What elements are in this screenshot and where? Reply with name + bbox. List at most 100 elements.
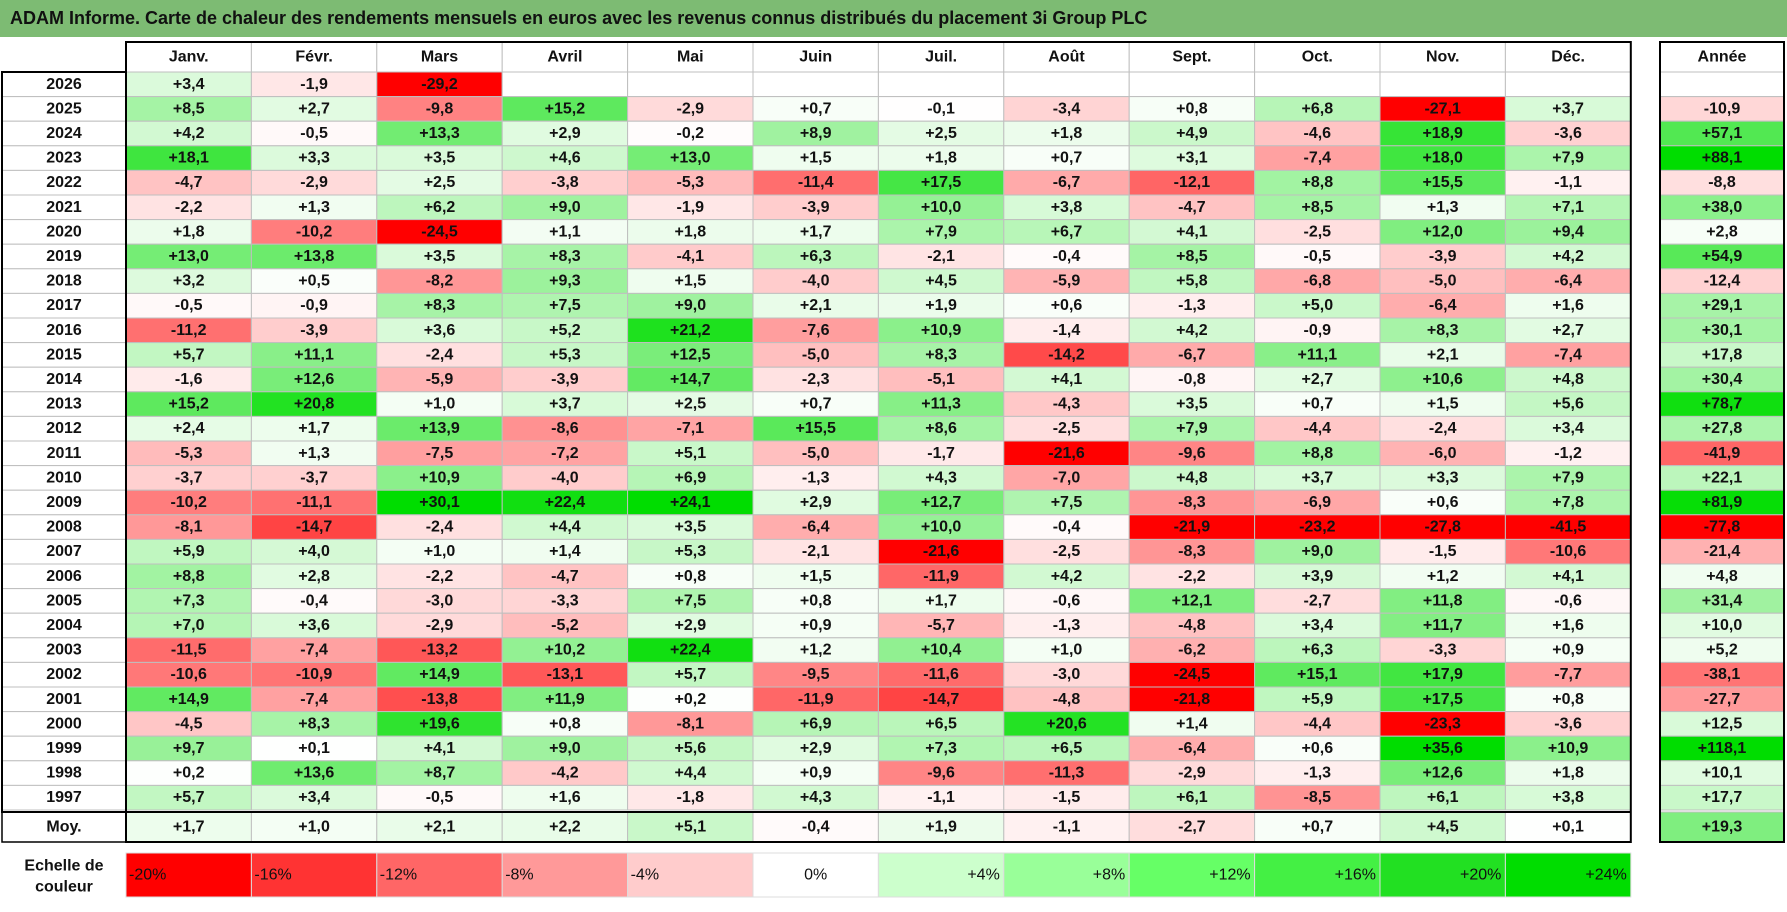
heatmap-cell-value: +1,7 bbox=[800, 223, 832, 240]
heatmap-cell-value: +2,5 bbox=[424, 174, 456, 191]
month-header-label: Oct. bbox=[1302, 49, 1333, 66]
heatmap-cell bbox=[752, 784, 879, 811]
heatmap-cell bbox=[125, 711, 252, 737]
heatmap-cell bbox=[376, 71, 503, 98]
heatmap-cell bbox=[376, 465, 503, 491]
heatmap-cell-value: +5,6 bbox=[1552, 396, 1584, 413]
heatmap-cell-value: +3,7 bbox=[1302, 469, 1334, 486]
heatmap-cell-value: +6,2 bbox=[424, 199, 456, 216]
heatmap-cell-value: +4,8 bbox=[1552, 371, 1584, 388]
heatmap-cell bbox=[501, 415, 629, 442]
heatmap-cell-value: -2,5 bbox=[1053, 420, 1081, 437]
heatmap-cell-value: +7,5 bbox=[1051, 494, 1083, 511]
heatmap-cell-value: +3,4 bbox=[1552, 420, 1584, 437]
heatmap-cell bbox=[1128, 342, 1256, 368]
heatmap-cell bbox=[877, 711, 1005, 737]
heatmap-cell-value: -7,4 bbox=[300, 642, 328, 659]
heatmap-cell-value: +8,3 bbox=[424, 297, 456, 314]
year-cell bbox=[1, 145, 127, 171]
heatmap-cell bbox=[1003, 96, 1130, 122]
heatmap-cell-value: +4,1 bbox=[1552, 568, 1584, 585]
heatmap-cell bbox=[1003, 268, 1130, 294]
heatmap-cell-value: +2,1 bbox=[1427, 346, 1459, 363]
heatmap-cell-value: -41,5 bbox=[1550, 519, 1587, 536]
heatmap-cell bbox=[376, 120, 503, 147]
heatmap-cell-value: +1,6 bbox=[1552, 617, 1584, 634]
heatmap-cell-value: +4,0 bbox=[298, 543, 330, 560]
heatmap-cell-value: +1,9 bbox=[925, 297, 957, 314]
average-cell bbox=[125, 811, 252, 843]
heatmap-cell-value: +9,3 bbox=[549, 273, 581, 290]
heatmap-cell bbox=[250, 268, 378, 294]
heatmap-cell-value: +30,1 bbox=[419, 494, 460, 511]
heatmap-cell bbox=[1003, 588, 1130, 614]
year-label: 2024 bbox=[46, 125, 82, 142]
year-label: 2001 bbox=[46, 691, 82, 708]
heatmap-cell bbox=[501, 391, 629, 417]
heatmap-cell bbox=[877, 219, 1005, 245]
heatmap-cell bbox=[125, 120, 252, 147]
heatmap-cell-value: +13,3 bbox=[419, 125, 460, 142]
heatmap-cell bbox=[250, 440, 378, 467]
heatmap-cell-value: -8,3 bbox=[1178, 494, 1206, 511]
heatmap-cell bbox=[1254, 588, 1381, 614]
month-header-label: Nov. bbox=[1426, 49, 1459, 66]
heatmap-cell bbox=[1128, 71, 1256, 98]
heatmap-cell bbox=[1003, 366, 1130, 393]
heatmap-cell bbox=[250, 784, 378, 811]
scale-swatch bbox=[501, 852, 629, 898]
heatmap-cell bbox=[1254, 784, 1381, 811]
heatmap-cell-value: -13,8 bbox=[421, 691, 458, 708]
heatmap-cell bbox=[1504, 317, 1632, 344]
heatmap-cell-value: -8,5 bbox=[1304, 789, 1332, 806]
heatmap-cell-value: +3,8 bbox=[1051, 199, 1083, 216]
heatmap-cell bbox=[877, 268, 1005, 294]
heatmap-cell-value: -3,6 bbox=[1554, 125, 1582, 142]
heatmap-cell-value: +4,2 bbox=[173, 125, 205, 142]
heatmap-cell-value: -3,0 bbox=[426, 592, 454, 609]
heatmap-cell-value: -6,9 bbox=[1304, 494, 1332, 511]
heatmap-cell bbox=[1254, 735, 1381, 762]
heatmap-cell bbox=[877, 243, 1005, 270]
heatmap-cell-value: -2,1 bbox=[802, 543, 830, 560]
year-cell bbox=[1, 686, 127, 713]
heatmap-cell bbox=[1254, 219, 1381, 245]
year-label: 2026 bbox=[46, 76, 82, 93]
heatmap-cell bbox=[501, 366, 629, 393]
heatmap-cell bbox=[627, 96, 754, 122]
heatmap-cell-value: +5,1 bbox=[675, 445, 707, 462]
heatmap-cell bbox=[1379, 268, 1506, 294]
heatmap-cell-value: +6,7 bbox=[1051, 223, 1083, 240]
year-cell bbox=[1, 194, 127, 221]
heatmap-cell-value: +9,4 bbox=[1552, 223, 1584, 240]
heatmap-cell-value: -2,4 bbox=[426, 346, 454, 363]
heatmap-cell bbox=[250, 71, 378, 98]
month-header-label: Mai bbox=[677, 49, 704, 66]
heatmap-cell-value: -11,6 bbox=[923, 666, 959, 683]
heatmap-cell-value: -2,9 bbox=[677, 100, 705, 117]
heatmap-cell bbox=[877, 415, 1005, 442]
heatmap-cell-value: -3,7 bbox=[175, 469, 203, 486]
heatmap-cell bbox=[250, 120, 378, 147]
heatmap-cell-value: +10,4 bbox=[921, 642, 962, 659]
average-cell-value: +1,7 bbox=[173, 819, 205, 836]
heatmap-cell bbox=[1128, 317, 1256, 344]
heatmap-cell-value: +10,9 bbox=[419, 469, 460, 486]
heatmap-cell-value: -11,9 bbox=[798, 691, 834, 708]
heatmap-cell-value: -8,6 bbox=[551, 420, 579, 437]
scale-swatch bbox=[1003, 852, 1130, 898]
heatmap-cell bbox=[376, 366, 503, 393]
heatmap-cell bbox=[1254, 465, 1381, 491]
heatmap-cell-value: +3,4 bbox=[1302, 617, 1334, 634]
heatmap-cell bbox=[752, 686, 879, 713]
heatmap-cell-value: -3,3 bbox=[551, 592, 579, 609]
heatmap-cell-value: -7,6 bbox=[802, 322, 830, 339]
heatmap-cell-value: -6,0 bbox=[1429, 445, 1457, 462]
heatmap-cell-value: +4,2 bbox=[1552, 248, 1584, 265]
annual-cell-value: +30,1 bbox=[1702, 322, 1743, 339]
heatmap-cell bbox=[1254, 268, 1381, 294]
year-label: 2010 bbox=[46, 469, 82, 486]
heatmap-cell-value: +8,5 bbox=[1302, 199, 1334, 216]
heatmap-cell-value: -14,7 bbox=[296, 519, 333, 536]
heatmap-cell-value: -7,7 bbox=[1554, 666, 1582, 683]
